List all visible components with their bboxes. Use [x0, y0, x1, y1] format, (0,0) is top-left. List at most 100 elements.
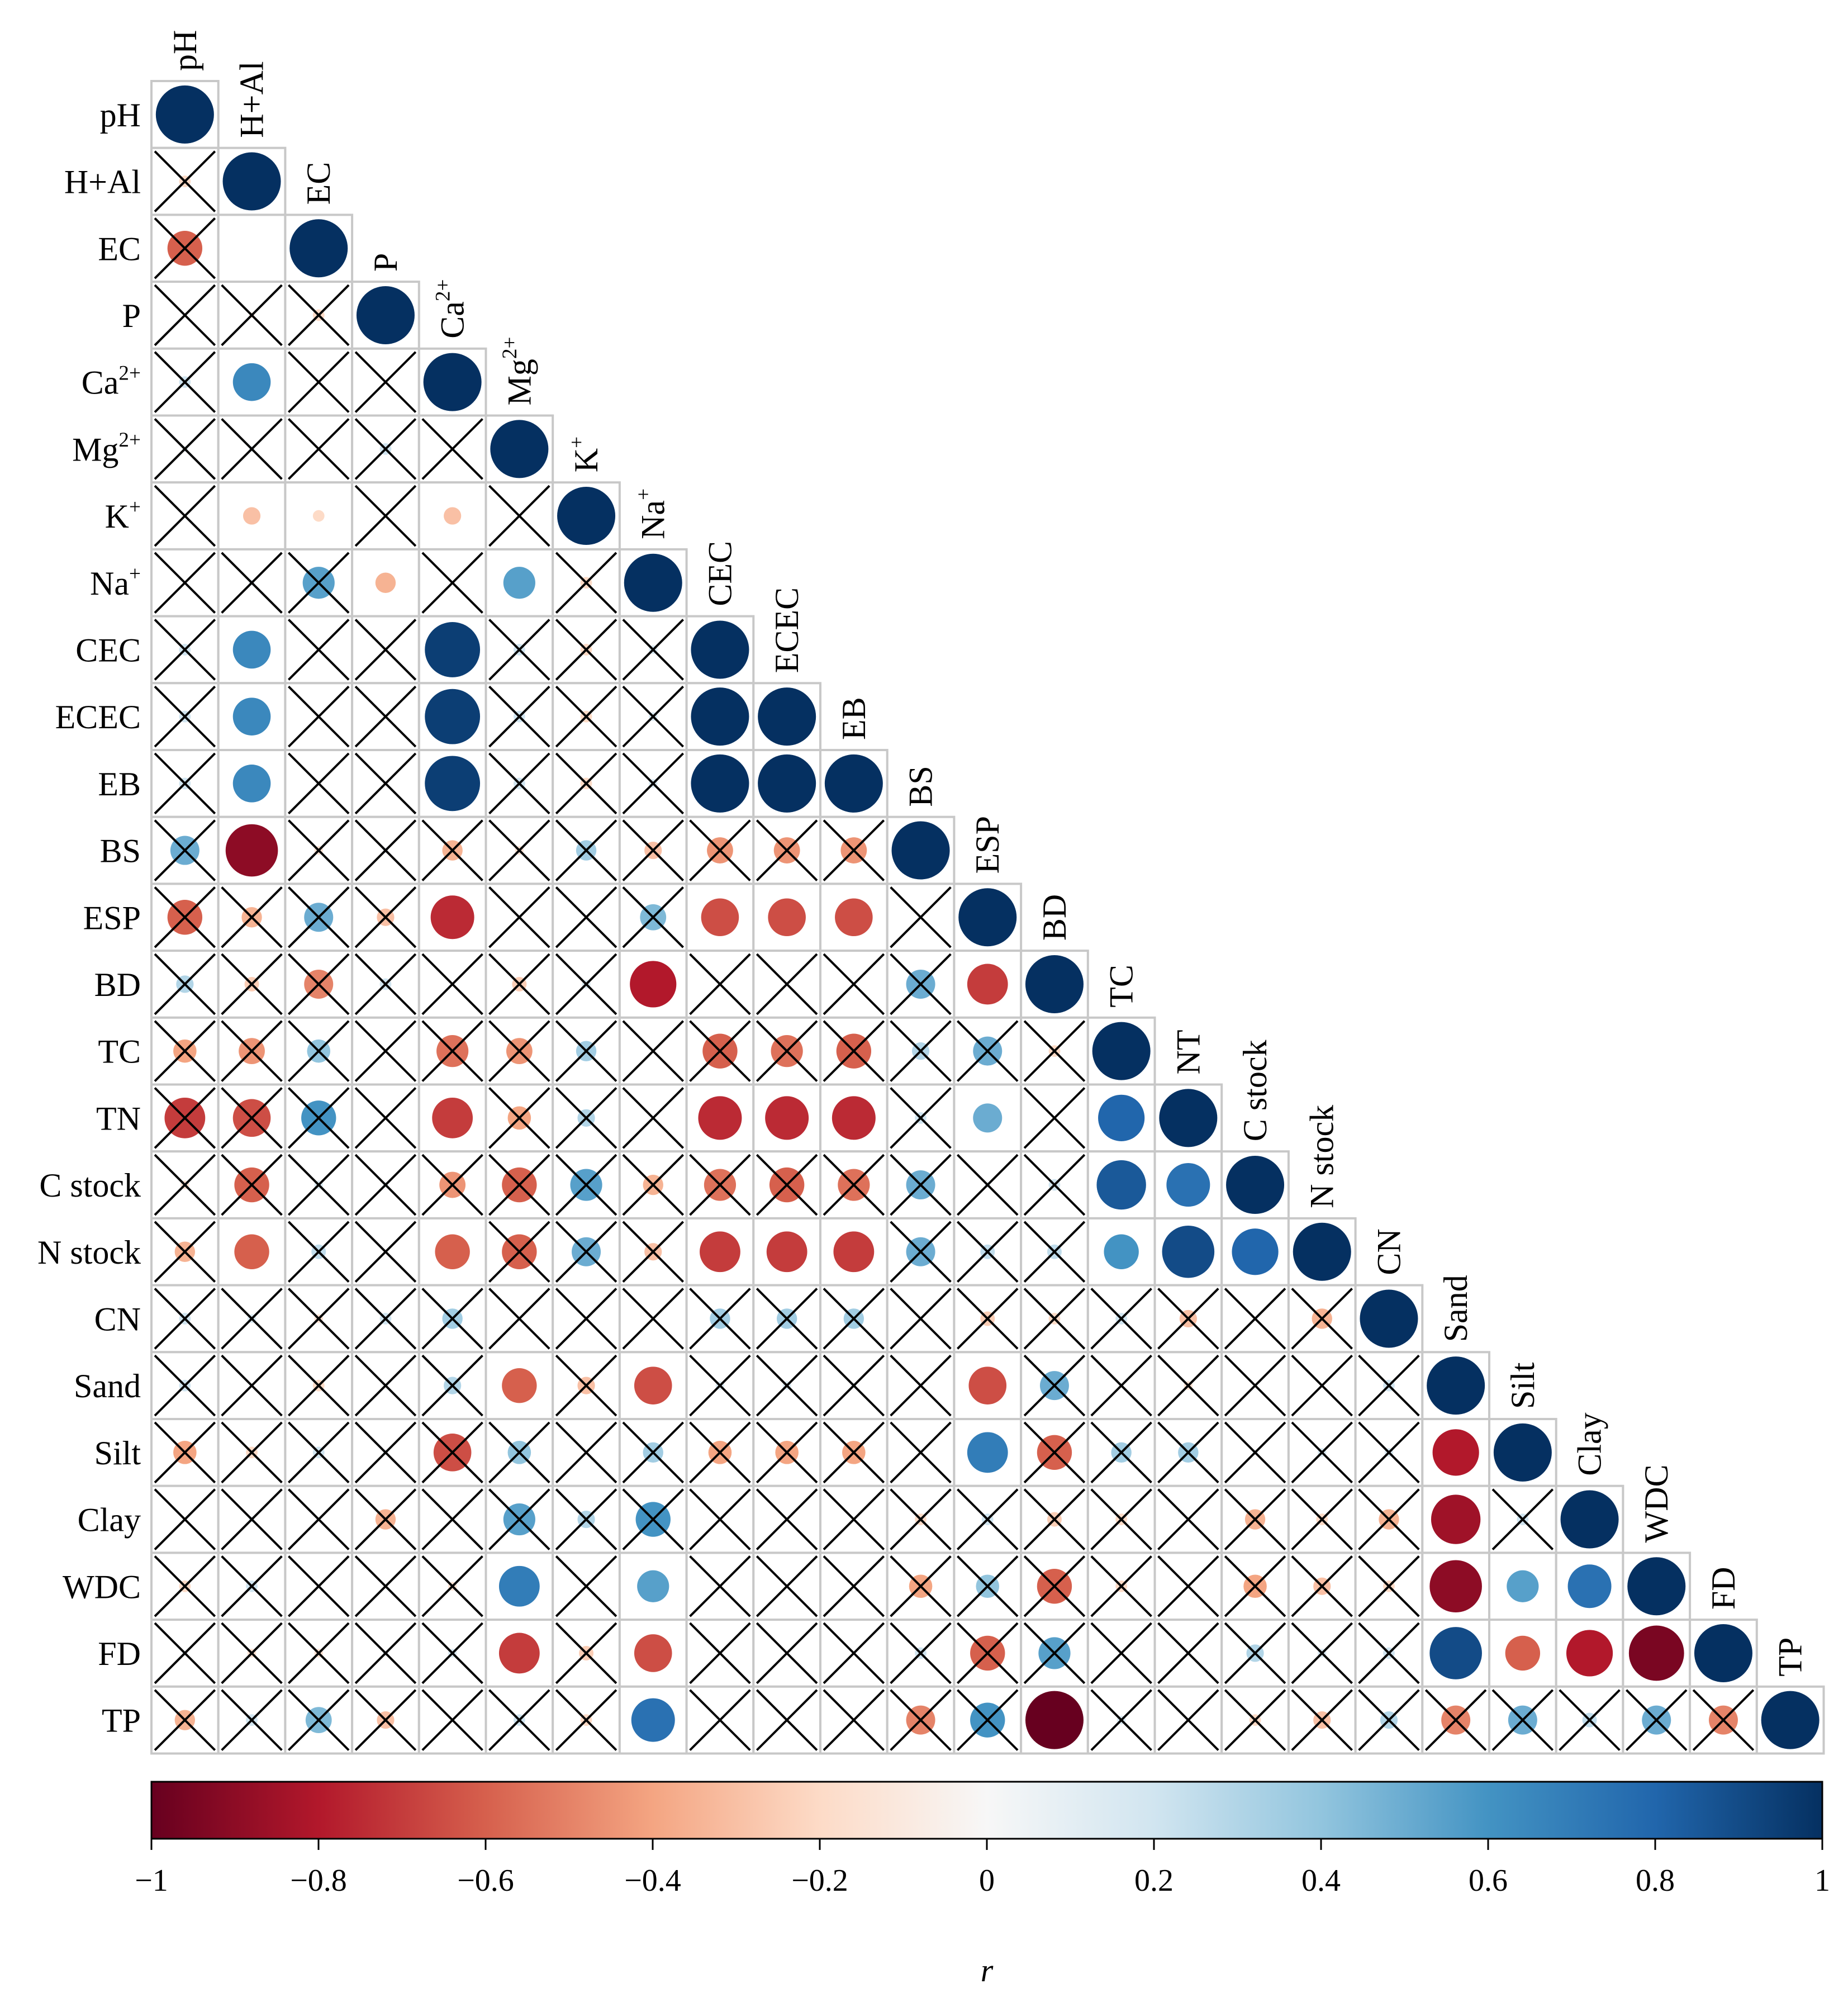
- correlation-circle: [1226, 1156, 1285, 1214]
- row-label: P: [122, 297, 141, 334]
- correlation-circle: [835, 898, 873, 937]
- nonsignificant-cross: [287, 1288, 350, 1350]
- correlation-circle: [503, 567, 535, 599]
- column-label: BS: [902, 766, 939, 806]
- correlation-circle: [691, 687, 749, 746]
- nonsignificant-cross: [555, 1221, 617, 1283]
- nonsignificant-cross: [890, 886, 952, 948]
- nonsignificant-cross: [823, 1689, 885, 1751]
- row-label: WDC: [63, 1568, 141, 1605]
- nonsignificant-cross: [488, 819, 550, 881]
- row-label: Silt: [94, 1435, 141, 1472]
- nonsignificant-cross: [421, 552, 483, 614]
- nonsignificance-crosses: [154, 150, 1755, 1751]
- nonsignificant-cross: [555, 1020, 617, 1082]
- nonsignificant-cross: [890, 1087, 952, 1149]
- nonsignificant-cross: [154, 1087, 216, 1149]
- correlation-circle: [701, 898, 739, 937]
- nonsignificant-cross: [488, 619, 550, 681]
- nonsignificant-cross: [890, 1154, 952, 1216]
- correlation-circle: [637, 1570, 669, 1602]
- colorbar-tick-label: 0.6: [1469, 1863, 1508, 1898]
- nonsignificant-cross: [1090, 1689, 1152, 1751]
- nonsignificant-cross: [354, 619, 417, 681]
- nonsignificant-cross: [689, 1622, 751, 1684]
- nonsignificant-cross: [221, 886, 283, 948]
- nonsignificant-cross: [421, 1154, 483, 1216]
- nonsignificant-cross: [1224, 1354, 1286, 1417]
- nonsignificant-cross: [622, 1221, 685, 1283]
- correlation-circle: [312, 510, 325, 522]
- nonsignificant-cross: [555, 1488, 617, 1550]
- nonsignificant-cross: [1224, 1622, 1286, 1684]
- nonsignificant-cross: [287, 1689, 350, 1751]
- nonsignificant-cross: [488, 1020, 550, 1082]
- nonsignificant-cross: [689, 819, 751, 881]
- nonsignificant-cross: [221, 1154, 283, 1216]
- nonsignificant-cross: [956, 1288, 1019, 1350]
- nonsignificant-cross: [1023, 1555, 1086, 1617]
- row-label: TC: [98, 1033, 141, 1070]
- nonsignificant-cross: [756, 1154, 818, 1216]
- nonsignificant-cross: [221, 1622, 283, 1684]
- column-label: BD: [1036, 894, 1073, 941]
- colorbar-tick-label: 0.2: [1134, 1863, 1174, 1898]
- nonsignificant-cross: [1023, 1020, 1086, 1082]
- correlation-circle: [1628, 1625, 1684, 1681]
- nonsignificant-cross: [956, 1020, 1019, 1082]
- correlation-circle: [1025, 955, 1084, 1013]
- correlation-circle: [968, 1366, 1007, 1404]
- nonsignificant-cross: [221, 284, 283, 347]
- nonsignificant-cross: [1157, 1689, 1219, 1751]
- nonsignificant-cross: [421, 1421, 483, 1484]
- column-label: C stock: [1237, 1040, 1274, 1142]
- colorbar-tick-label: −0.4: [624, 1863, 681, 1898]
- correlation-circle: [356, 286, 415, 344]
- nonsignificant-cross: [354, 1622, 417, 1684]
- correlation-circle: [832, 1096, 876, 1140]
- colorbar-gradient: [150, 1781, 1823, 1840]
- nonsignificant-cross: [555, 1555, 617, 1617]
- nonsignificant-cross: [354, 1354, 417, 1417]
- nonsignificant-cross: [421, 1288, 483, 1350]
- nonsignificant-cross: [555, 953, 617, 1016]
- row-label: ESP: [83, 899, 141, 936]
- colorbar-tick-label: 0: [979, 1863, 995, 1898]
- nonsignificant-cross: [555, 1288, 617, 1350]
- nonsignificant-cross: [287, 1087, 350, 1149]
- nonsignificant-cross: [154, 1622, 216, 1684]
- nonsignificant-cross: [689, 1288, 751, 1350]
- correlation-circle: [1096, 1160, 1146, 1210]
- nonsignificant-cross: [421, 1622, 483, 1684]
- row-label: TP: [102, 1702, 141, 1739]
- correlation-circle: [1104, 1234, 1139, 1269]
- nonsignificant-cross: [890, 1288, 952, 1350]
- colorbar-tick-label: 0.4: [1301, 1863, 1341, 1898]
- nonsignificant-cross: [756, 1354, 818, 1417]
- correlation-circle: [232, 630, 271, 669]
- correlation-circle: [444, 507, 462, 525]
- column-label: H+Al: [234, 61, 270, 138]
- nonsignificant-cross: [287, 552, 350, 614]
- correlation-circle: [423, 353, 482, 411]
- nonsignificant-cross: [1291, 1488, 1353, 1550]
- column-label: NT: [1170, 1030, 1206, 1075]
- nonsignificant-cross: [154, 685, 216, 748]
- correlation-circle: [1507, 1570, 1539, 1602]
- nonsignificant-cross: [354, 1421, 417, 1484]
- nonsignificant-cross: [154, 150, 216, 212]
- nonsignificant-cross: [890, 1689, 952, 1751]
- nonsignificant-cross: [154, 1221, 216, 1283]
- nonsignificant-cross: [488, 1288, 550, 1350]
- nonsignificant-cross: [488, 886, 550, 948]
- nonsignificant-cross: [1559, 1689, 1621, 1751]
- nonsignificant-cross: [1090, 1622, 1152, 1684]
- nonsignificant-cross: [555, 685, 617, 748]
- nonsignificant-cross: [154, 284, 216, 347]
- row-label: Ca2+: [82, 362, 141, 401]
- nonsignificant-cross: [488, 685, 550, 748]
- correlation-circle: [232, 363, 271, 401]
- nonsignificant-cross: [1625, 1689, 1688, 1751]
